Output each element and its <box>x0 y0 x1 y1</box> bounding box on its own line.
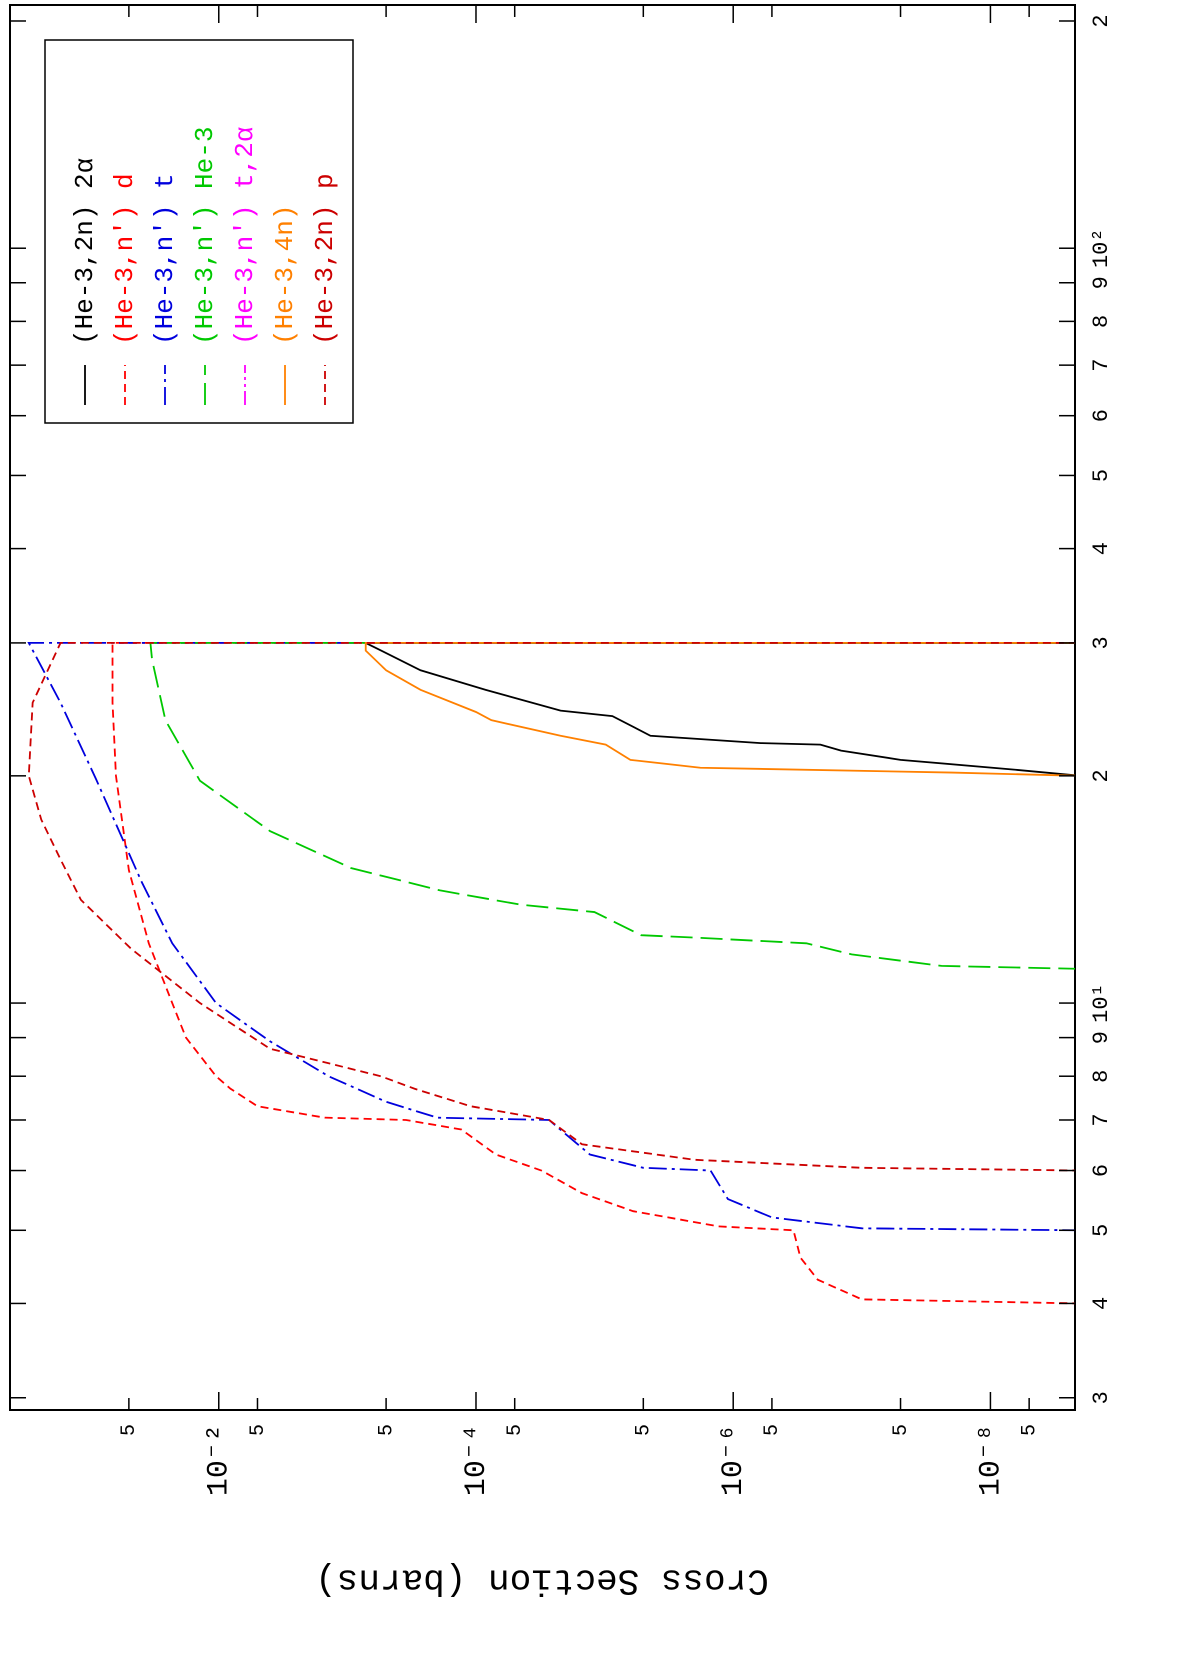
y-tick-label: 5 <box>633 1424 656 1436</box>
x-tick-label: 4 <box>1089 542 1114 555</box>
y-tick-label: 10⁻⁴ <box>460 1424 494 1496</box>
y-tick-label: 5 <box>761 1424 784 1436</box>
x-tick-label: 4 <box>1089 1297 1114 1310</box>
x-tick-label: 5 <box>1089 1224 1114 1237</box>
legend-label: (He-3,2n) p <box>310 173 340 345</box>
y-tick-label: 5 <box>504 1424 527 1436</box>
legend-label: (He-3,n') d <box>110 173 140 345</box>
legend-label: (He-3,4n) <box>270 205 300 345</box>
x-tick-label: 8 <box>1089 315 1114 328</box>
series-line <box>27 642 1075 1172</box>
series-line <box>149 642 1075 970</box>
y-tick-label: 5 <box>118 1424 141 1436</box>
y-tick-label: 5 <box>247 1424 270 1436</box>
legend-label: (He-3,n') t <box>150 173 180 345</box>
series-lines <box>27 642 1075 1305</box>
series-line <box>365 642 1075 777</box>
series-line <box>111 642 1075 1305</box>
plot-area: Cross Section (barns) 3 4 5 6 7 8 9 10¹ 2 3 4 5 6 7 8 9… <box>9 4 1114 1600</box>
x-tick-label: 6 <box>1089 409 1114 422</box>
x-tick-label: 3 <box>1089 636 1114 649</box>
x-tick-label: 9 <box>1089 276 1114 289</box>
x-tick-label: 8 <box>1089 1070 1114 1083</box>
x-tick-label: 6 <box>1089 1164 1114 1177</box>
x-tick-label: 7 <box>1089 1113 1114 1126</box>
x-tick-label: 10² <box>1089 228 1114 268</box>
y-tick-label: 10⁻⁶ <box>717 1424 751 1496</box>
x-tick-label: 5 <box>1089 469 1114 482</box>
y-tick-label: 10⁻² <box>203 1424 237 1496</box>
x-tick-label: 9 <box>1089 1031 1114 1044</box>
x-tick-label: 3 <box>1089 1391 1114 1404</box>
y-tick-label: 5 <box>1018 1424 1041 1436</box>
y-axis-title: Cross Section (barns) <box>315 1559 769 1600</box>
plot-frame <box>9 4 1076 1411</box>
legend-box <box>44 39 354 424</box>
series-line <box>27 642 1075 1232</box>
series-line <box>364 642 1075 777</box>
legend-label: (He-3,n') t,2α <box>230 127 260 345</box>
y-tick-label: 5 <box>890 1424 913 1436</box>
x-tick-label: 2 <box>1089 14 1114 27</box>
y-tick-label: 10⁻⁸ <box>974 1424 1008 1496</box>
x-tick-label: 10¹ <box>1089 983 1114 1023</box>
x-tick-label: 2 <box>1089 769 1114 782</box>
legend-label: (He-3,n') He-3 <box>190 127 220 345</box>
x-tick-label: 7 <box>1089 359 1114 372</box>
y-tick-label: 5 <box>375 1424 398 1436</box>
legend-label: (He-3,2n) 2α <box>70 158 100 345</box>
